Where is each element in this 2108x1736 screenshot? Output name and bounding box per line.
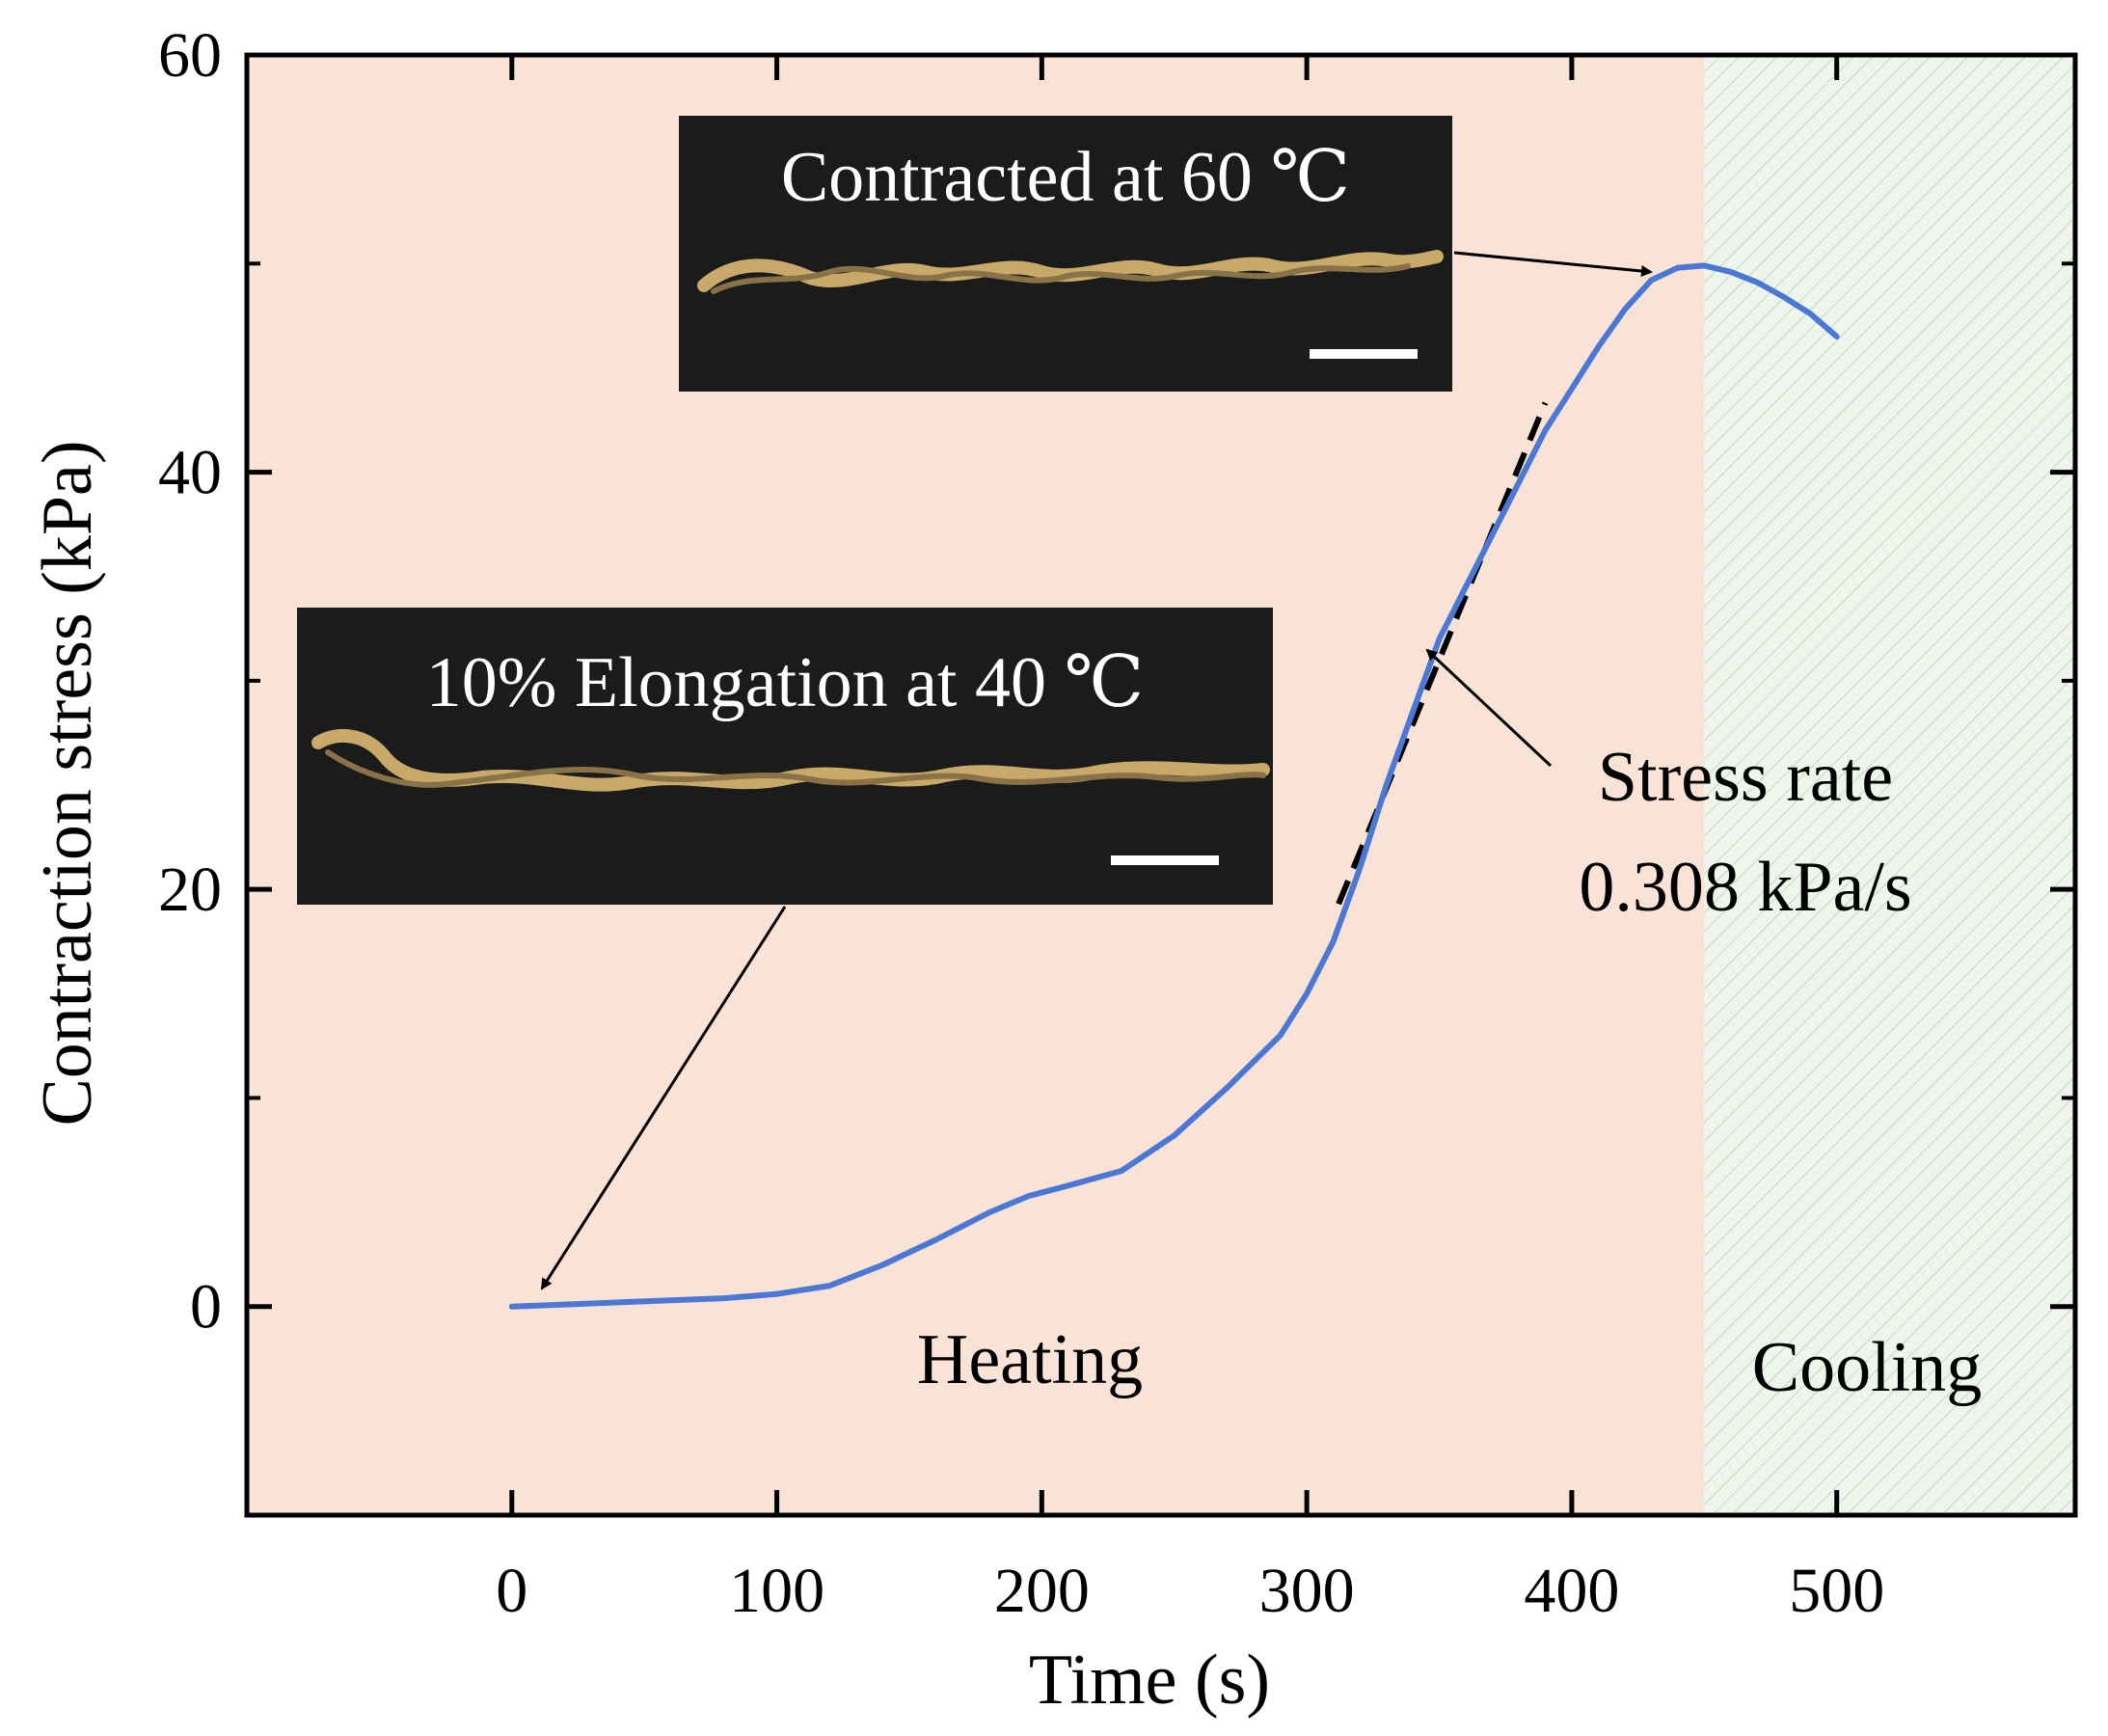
y-tick-label: 20 <box>158 854 222 925</box>
x-tick-label: 300 <box>1259 1556 1355 1626</box>
scale-bar <box>1111 855 1219 865</box>
plot-frame <box>244 52 2078 1518</box>
y-tick-label: 60 <box>158 20 222 91</box>
stress-rate-label: Stress rate <box>1598 738 1893 817</box>
y-axis-title: Contraction stress (kPa) <box>28 440 107 1126</box>
cooling-label: Cooling <box>1752 1328 1982 1407</box>
x-tick-label: 400 <box>1524 1556 1619 1626</box>
x-tick-label: 100 <box>729 1556 824 1626</box>
stress-rate-value: 0.308 kPa/s <box>1579 848 1911 927</box>
contracted-arrow <box>1453 251 1653 277</box>
y-tick-label: 40 <box>158 438 222 508</box>
stress-rate-arrow <box>1425 648 1553 768</box>
inset-elongation-title: 10% Elongation at 40 ℃ <box>426 643 1145 722</box>
x-tick-label: 500 <box>1789 1556 1884 1626</box>
cooling-region <box>1704 55 2075 1515</box>
elongation-arrow <box>540 906 787 1290</box>
y-tick-label: 0 <box>190 1272 222 1343</box>
inset-elongation-photo: 10% Elongation at 40 ℃ <box>297 608 1273 905</box>
x-tick-label: 0 <box>496 1556 527 1626</box>
contraction-stress-series-line <box>508 262 1840 1310</box>
x-tick-label: 200 <box>994 1556 1090 1626</box>
inset-contracted-photo: Contracted at 60 ℃ <box>679 116 1452 392</box>
axis-ticks: 0 100 200 300 400 500 0 20 40 60 <box>158 20 2075 1626</box>
heating-label: Heating <box>917 1320 1143 1399</box>
scale-bar <box>1310 349 1418 359</box>
x-axis-title: Time (s) <box>1029 1641 1270 1720</box>
inset-contracted-title: Contracted at 60 ℃ <box>781 138 1350 217</box>
elongated-fiber-image <box>311 728 1270 792</box>
